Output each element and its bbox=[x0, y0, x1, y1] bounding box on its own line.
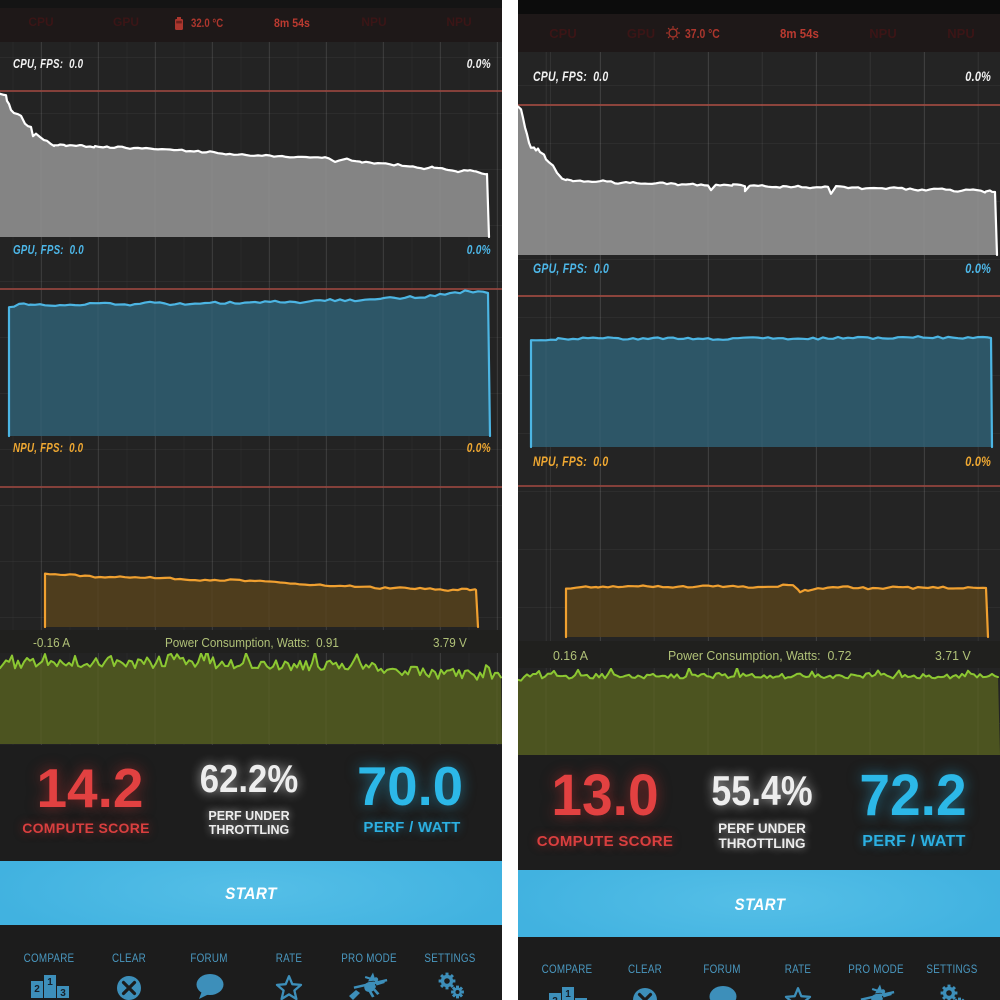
svg-text:3: 3 bbox=[60, 988, 66, 999]
svg-text:2: 2 bbox=[34, 984, 40, 995]
svg-text:2: 2 bbox=[552, 996, 558, 1000]
svg-text:1: 1 bbox=[47, 977, 53, 988]
svg-text:1: 1 bbox=[565, 989, 571, 1000]
